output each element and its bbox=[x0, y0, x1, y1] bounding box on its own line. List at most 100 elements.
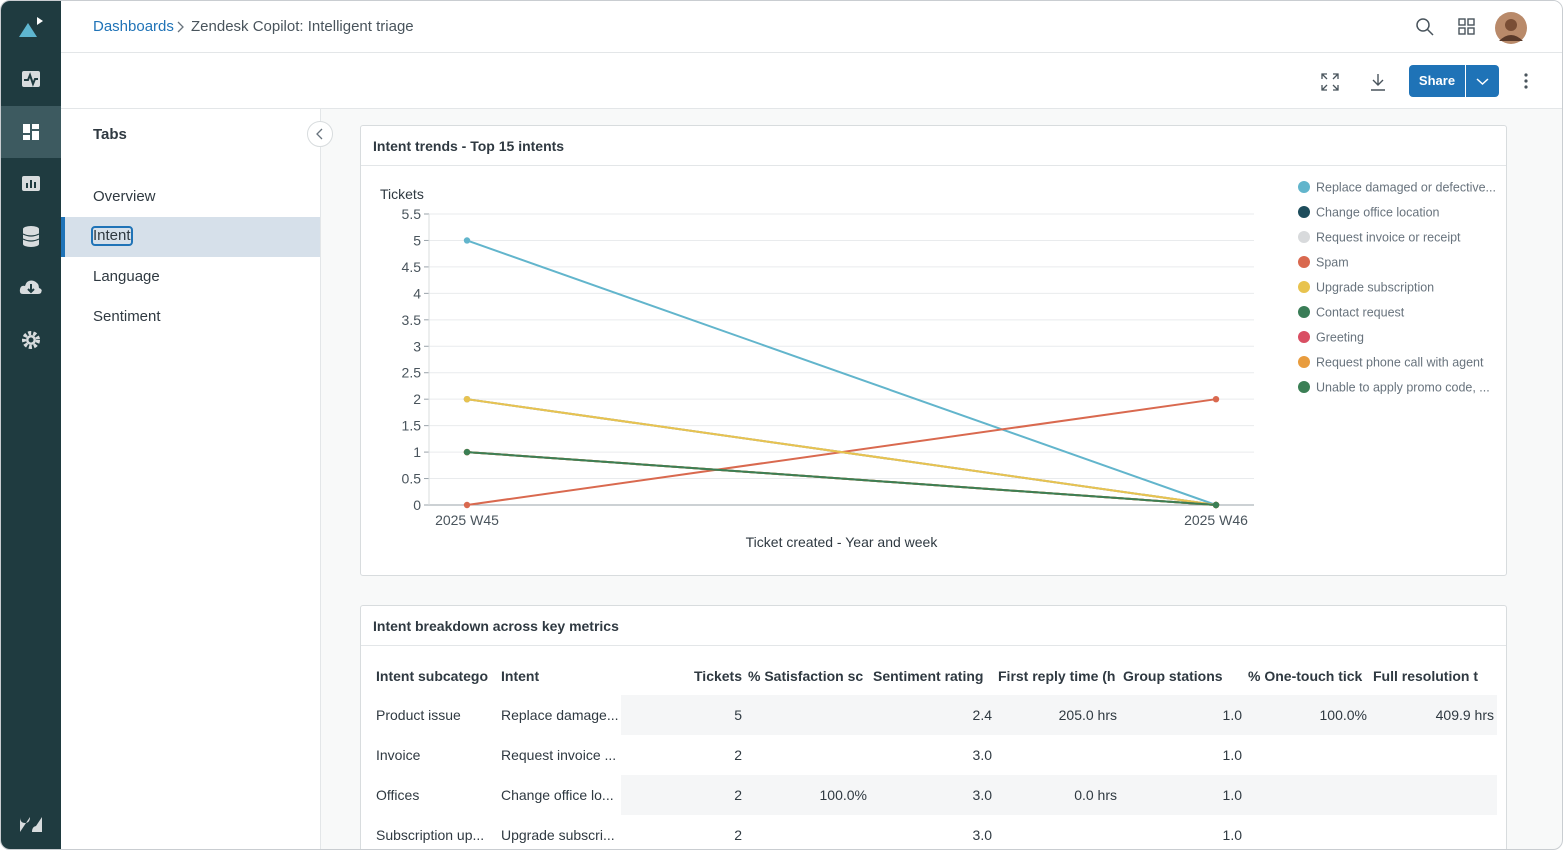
user-avatar[interactable] bbox=[1494, 11, 1528, 45]
series-line bbox=[466, 451, 1217, 506]
tab-label: Sentiment bbox=[93, 308, 161, 325]
chart-card: Intent trends - Top 15 intents bbox=[360, 125, 1507, 576]
table-cell: 409.9 hrs bbox=[1435, 707, 1494, 723]
column-header[interactable]: Full resolution t bbox=[1373, 668, 1478, 684]
table-cell: 3.0 bbox=[972, 787, 992, 803]
legend-label: Request invoice or receipt bbox=[1316, 231, 1461, 245]
share-button[interactable]: Share bbox=[1409, 65, 1465, 97]
fullscreen-button[interactable] bbox=[1320, 72, 1340, 92]
legend-swatch bbox=[1298, 231, 1310, 243]
toolbar: Share bbox=[61, 53, 1562, 109]
series-line bbox=[466, 398, 1217, 506]
row-stripe bbox=[621, 695, 1497, 735]
data-point bbox=[463, 237, 471, 244]
y-tick-label: 0 bbox=[413, 497, 421, 513]
table-cell: 1.0 bbox=[1222, 787, 1242, 803]
y-tick-label: 3 bbox=[413, 338, 421, 354]
column-header[interactable]: Intent bbox=[501, 668, 540, 684]
column-header[interactable]: % One-touch tick bbox=[1248, 668, 1363, 684]
table-cell: 1.0 bbox=[1222, 707, 1242, 723]
breadcrumb-link[interactable]: Dashboards bbox=[93, 18, 174, 35]
legend-swatch bbox=[1298, 381, 1310, 393]
tab-item[interactable]: Sentiment bbox=[61, 297, 320, 337]
tabs-panel: Tabs Overview Intent Language Sentiment bbox=[61, 109, 333, 849]
legend-swatch bbox=[1298, 306, 1310, 318]
table-cell: 2 bbox=[734, 747, 742, 763]
table-cell: 2.4 bbox=[972, 707, 992, 723]
breadcrumb-separator bbox=[177, 21, 184, 33]
y-tick-label: 2.5 bbox=[402, 365, 422, 381]
data-point bbox=[463, 395, 471, 403]
tab-item[interactable]: Language bbox=[61, 257, 320, 297]
table-cell: 3.0 bbox=[972, 827, 992, 843]
legend-label: Unable to apply promo code, ... bbox=[1316, 381, 1490, 395]
y-tick-label: 2 bbox=[413, 391, 421, 407]
column-header[interactable]: Sentiment rating bbox=[873, 668, 984, 684]
table-cell: 0.0 hrs bbox=[1074, 787, 1117, 803]
chart-title: Intent trends - Top 15 intents bbox=[373, 138, 565, 154]
table-title: Intent breakdown across key metrics bbox=[373, 618, 619, 634]
legend-swatch bbox=[1298, 331, 1310, 343]
table-cell: 100.0% bbox=[819, 787, 867, 803]
table-cell: 2 bbox=[734, 827, 742, 843]
column-header[interactable]: Group stations bbox=[1123, 668, 1223, 684]
legend-label: Change office location bbox=[1316, 206, 1440, 220]
share-dropdown[interactable] bbox=[1466, 65, 1499, 97]
x-axis-title: Ticket created - Year and week bbox=[746, 534, 939, 550]
column-header[interactable]: First reply time (h bbox=[998, 668, 1116, 684]
data-point bbox=[463, 501, 471, 509]
more-button[interactable] bbox=[1519, 71, 1533, 91]
legend-swatch bbox=[1298, 356, 1310, 368]
logo[interactable] bbox=[1, 1, 61, 53]
series-line bbox=[466, 239, 1217, 506]
table-card: Intent breakdown across key metrics Inte… bbox=[360, 605, 1507, 849]
apps-button[interactable] bbox=[1458, 18, 1476, 36]
x-tick-label: 2025 W46 bbox=[1184, 512, 1248, 528]
legend-label: Upgrade subscription bbox=[1316, 281, 1434, 295]
nav-datasets[interactable] bbox=[1, 210, 61, 262]
y-tick-label: 1.5 bbox=[402, 418, 422, 434]
breadcrumb-current: Zendesk Copilot: Intelligent triage bbox=[191, 18, 414, 35]
y-tick-label: 4 bbox=[413, 285, 421, 301]
nav-activity[interactable] bbox=[1, 54, 61, 106]
sidebar bbox=[1, 1, 61, 849]
table-cell: 2 bbox=[734, 787, 742, 803]
y-tick-label: 3.5 bbox=[402, 312, 422, 328]
column-header[interactable]: % Satisfaction sc bbox=[748, 668, 864, 684]
zendesk-logo[interactable] bbox=[1, 799, 61, 850]
nav-settings[interactable] bbox=[1, 314, 61, 366]
y-axis-title: Tickets bbox=[380, 186, 424, 202]
data-point bbox=[1212, 501, 1220, 509]
table-cell: 1.0 bbox=[1222, 827, 1242, 843]
legend-swatch bbox=[1298, 181, 1310, 193]
legend-swatch bbox=[1298, 281, 1310, 293]
legend-swatch bbox=[1298, 206, 1310, 218]
x-tick-label: 2025 W45 bbox=[435, 512, 499, 528]
tab-label: Overview bbox=[93, 188, 156, 205]
column-header[interactable]: Tickets bbox=[694, 668, 742, 684]
y-tick-label: 1 bbox=[413, 444, 421, 460]
tab-item[interactable]: Overview bbox=[61, 177, 320, 217]
table-cell: Request invoice ... bbox=[501, 747, 617, 763]
table-cell: Upgrade subscri... bbox=[501, 827, 615, 843]
table-cell: Product issue bbox=[376, 707, 461, 723]
nav-dashboards[interactable] bbox=[1, 106, 61, 158]
table-cell: 1.0 bbox=[1222, 747, 1242, 763]
table-cell: 3.0 bbox=[972, 747, 992, 763]
data-point bbox=[463, 448, 471, 456]
y-tick-label: 5 bbox=[413, 232, 421, 248]
table-cell: Offices bbox=[376, 787, 420, 803]
column-header[interactable]: Intent subcatego bbox=[376, 668, 489, 684]
legend-label: Spam bbox=[1316, 256, 1349, 270]
nav-download[interactable] bbox=[1, 262, 61, 314]
legend-label: Greeting bbox=[1316, 331, 1364, 345]
legend-swatch bbox=[1298, 256, 1310, 268]
tab-item[interactable]: Intent bbox=[61, 217, 320, 257]
download-button[interactable] bbox=[1368, 72, 1388, 92]
collapse-button[interactable] bbox=[307, 121, 333, 147]
nav-reports[interactable] bbox=[1, 158, 61, 210]
legend-label: Replace damaged or defective... bbox=[1316, 181, 1496, 195]
search-button[interactable] bbox=[1415, 17, 1435, 37]
